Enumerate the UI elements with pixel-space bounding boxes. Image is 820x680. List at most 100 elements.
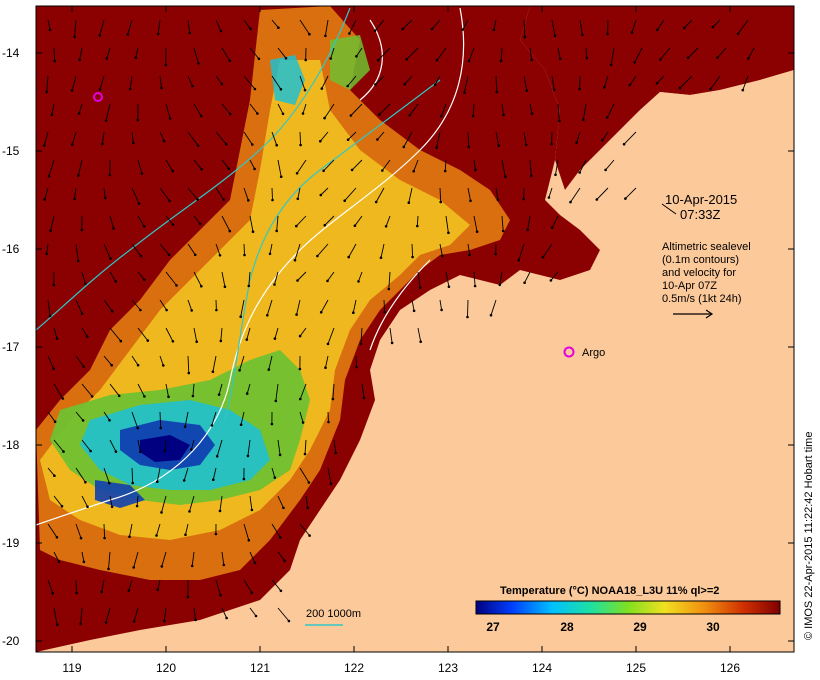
velocity-arrow <box>436 131 441 148</box>
velocity-arrow-head <box>52 283 56 287</box>
velocity-arrow <box>495 75 498 93</box>
velocity-arrow-head <box>408 114 412 117</box>
velocity-arrow <box>501 159 506 177</box>
velocity-arrow-head <box>196 144 200 147</box>
velocity-arrow-head <box>435 146 438 149</box>
velocity-arrow <box>48 159 55 177</box>
velocity-arrow-head <box>143 395 146 398</box>
velocity-arrow <box>605 159 615 171</box>
velocity-arrow-head <box>376 138 379 141</box>
velocity-arrow <box>462 19 469 30</box>
velocity-arrow-head <box>139 450 142 454</box>
velocity-arrow-head <box>175 284 178 287</box>
argo-marker-northwest[interactable] <box>93 92 103 102</box>
velocity-arrow <box>445 271 450 287</box>
velocity-arrow-head <box>603 86 606 89</box>
velocity-arrow <box>299 327 307 337</box>
velocity-arrow-head <box>142 225 146 228</box>
velocity-arrow <box>246 327 251 340</box>
velocity-arrow <box>555 159 559 175</box>
velocity-arrow <box>467 299 469 318</box>
velocity-arrow <box>156 523 161 536</box>
velocity-arrow-head <box>659 58 662 61</box>
lon-tick-label: 123 <box>438 661 458 675</box>
velocity-arrow-head <box>159 426 162 430</box>
velocity-arrow <box>53 383 64 399</box>
velocity-arrow-head <box>243 253 246 257</box>
velocity-arrow <box>523 19 526 38</box>
velocity-arrow <box>249 495 253 510</box>
velocity-arrow-head <box>331 397 335 401</box>
velocity-arrow-head <box>308 32 311 36</box>
velocity-arrow <box>243 243 245 256</box>
velocity-arrow-head <box>295 172 299 175</box>
velocity-arrow <box>717 47 727 58</box>
velocity-arrow-head <box>324 34 327 38</box>
velocity-arrow <box>193 607 197 620</box>
velocity-arrow <box>350 103 363 116</box>
velocity-arrow-head <box>524 143 528 147</box>
altimetry-legend: Altimetric sealevel(0.1m contours)and ve… <box>662 241 751 305</box>
velocity-arrow <box>249 103 258 114</box>
velocity-arrow-head <box>134 56 137 59</box>
velocity-arrow <box>355 355 357 368</box>
velocity-arrow <box>388 271 391 290</box>
velocity-arrow-head <box>168 199 171 203</box>
velocity-arrow <box>333 439 337 453</box>
velocity-arrow-head <box>405 58 409 61</box>
velocity-arrow <box>679 75 693 89</box>
lat-tick-label: -15 <box>2 144 20 158</box>
velocity-arrow-head <box>160 86 163 90</box>
depth-contour-label: 200 1000m <box>306 608 361 620</box>
velocity-arrow-head <box>143 278 146 282</box>
velocity-arrow <box>411 299 415 311</box>
velocity-arrow-head <box>412 309 416 313</box>
velocity-arrow <box>77 159 83 176</box>
velocity-arrow <box>75 243 79 261</box>
velocity-arrow <box>243 187 249 201</box>
velocity-arrow <box>192 383 195 397</box>
velocity-arrow-head <box>304 58 308 62</box>
velocity-arrow-head <box>210 424 214 427</box>
velocity-arrow-head <box>238 369 241 372</box>
velocity-arrow-head <box>279 88 283 91</box>
velocity-arrow <box>161 495 167 513</box>
velocity-arrow <box>324 215 335 226</box>
velocity-arrow-head <box>293 258 297 262</box>
velocity-arrow-head <box>114 280 117 283</box>
velocity-arrow <box>737 19 749 35</box>
velocity-arrow <box>133 551 139 568</box>
velocity-arrow-head <box>523 35 527 39</box>
velocity-arrow <box>529 159 532 176</box>
velocity-arrow-head <box>494 252 498 256</box>
velocity-arrow <box>323 159 335 172</box>
velocity-arrow <box>218 383 223 395</box>
velocity-arrow-head <box>299 397 302 401</box>
velocity-arrow-head <box>390 341 394 345</box>
velocity-arrow-head <box>585 56 589 60</box>
velocity-arrow-head <box>215 308 218 312</box>
velocity-arrow-head <box>496 198 500 202</box>
velocity-arrow-head <box>43 198 46 201</box>
velocity-arrow <box>215 131 227 145</box>
velocity-arrow <box>131 299 141 311</box>
velocity-arrow <box>47 411 56 422</box>
velocity-arrow-head <box>541 255 545 259</box>
velocity-arrow-head <box>55 536 59 539</box>
velocity-arrow-head <box>84 282 87 285</box>
velocity-arrow-head <box>319 139 322 143</box>
velocity-arrow <box>439 299 443 310</box>
velocity-arrow <box>623 131 637 145</box>
velocity-arrow-head <box>212 478 215 482</box>
velocity-arrow-head <box>277 26 280 30</box>
velocity-arrow-head <box>709 87 712 91</box>
sealevel-contour-white-1 <box>36 7 465 526</box>
argo-marker[interactable] <box>563 346 575 358</box>
velocity-arrow <box>243 131 253 145</box>
velocity-arrow-head <box>273 337 277 340</box>
velocity-arrow-head <box>439 200 443 204</box>
velocity-arrow-head <box>214 532 218 536</box>
lat-tick-label: -20 <box>2 634 20 648</box>
velocity-arrow-head <box>275 229 279 233</box>
velocity-arrow-head <box>251 230 255 233</box>
